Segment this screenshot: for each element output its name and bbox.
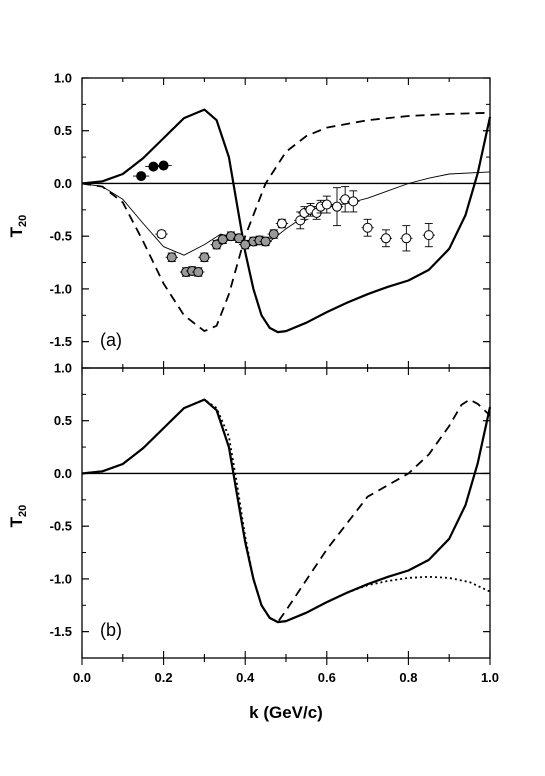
y-axis-title-main: T	[7, 516, 26, 527]
y-tick-label: 0.0	[54, 176, 72, 191]
data-point	[422, 223, 435, 248]
y-tick-label: 0.5	[54, 413, 72, 428]
series-layer	[81, 398, 492, 624]
data-point	[267, 229, 280, 240]
data-point	[361, 218, 374, 237]
marker-markers-open	[321, 199, 332, 210]
data-point	[155, 229, 168, 240]
data-point	[320, 195, 333, 214]
data-point	[155, 160, 172, 171]
panel-b: 1.0 0.5 0.0 -0.5 -1.0 -1.5 0.0 0.2 0.4 0.6 0.8 1.0…	[7, 361, 499, 723]
marker-markers-open	[332, 201, 342, 212]
data-point	[198, 252, 211, 263]
data-point	[192, 267, 205, 278]
data-point	[145, 161, 162, 172]
x-tick-label: 0.0	[73, 670, 91, 685]
x-tick-label: 0.4	[236, 670, 255, 685]
marker-markers-gray	[193, 267, 204, 278]
data-point	[347, 190, 360, 213]
y-axis-title: T20	[7, 505, 29, 528]
y-tick-label: -0.5	[50, 229, 72, 244]
series-line-solid-thick	[81, 398, 492, 624]
y-tick-label: 0.5	[54, 123, 72, 138]
y-ticks: 1.0 0.5 0.0 -0.5 -1.0 -1.5	[50, 71, 490, 369]
y-tick-label: 1.0	[54, 71, 72, 86]
y-axis-title-main: T	[7, 226, 26, 237]
marker-markers-gray	[260, 236, 271, 247]
series-line-solid-thick	[81, 108, 492, 334]
marker-markers-gray	[225, 231, 236, 242]
y-tick-label: -1.0	[50, 571, 72, 586]
y-axis-title: T20	[7, 215, 29, 238]
y-tick-label: -1.5	[50, 334, 72, 349]
data-point	[247, 236, 260, 247]
plot-frame	[81, 367, 491, 659]
x-tick-label: 1.0	[481, 670, 499, 685]
x-axis-title: k (GeV/c)	[249, 703, 323, 722]
marker-markers-open	[276, 218, 287, 229]
data-point	[165, 252, 178, 263]
marker-markers-gray	[166, 252, 177, 263]
data-point	[275, 218, 289, 229]
y-tick-label: -1.5	[50, 624, 72, 639]
marker-markers-open	[156, 229, 167, 240]
panel-label: (a)	[100, 330, 122, 350]
data-point	[239, 239, 252, 250]
series-layer	[81, 108, 492, 334]
series-line-dashed	[81, 398, 491, 623]
marker-markers-open	[401, 233, 412, 244]
marker-markers-gray	[199, 252, 210, 263]
y-tick-label: -0.5	[50, 519, 72, 534]
data-point	[133, 171, 150, 182]
x-tick-label: 0.2	[155, 670, 173, 685]
marker-markers-open	[423, 230, 434, 241]
y-tick-label: -1.0	[50, 281, 72, 296]
data-point	[330, 187, 344, 227]
y-axis-title-subscript: 20	[17, 215, 29, 227]
x-ticks: 0.0 0.2 0.4 0.6 0.8 1.0	[73, 670, 499, 685]
series-line-dashed	[81, 111, 491, 333]
marker-markers-gray	[268, 229, 279, 240]
data-point	[216, 234, 229, 245]
panel-a: 1.0 0.5 0.0 -0.5 -1.0 -1.5 T20 (a)	[7, 71, 492, 369]
series-line-dotted	[81, 398, 491, 623]
data-point	[400, 225, 413, 252]
y-axis-title-subscript: 20	[17, 505, 29, 517]
panel-label: (b)	[100, 620, 122, 640]
y-ticks: 1.0 0.5 0.0 -0.5 -1.0 -1.5	[50, 361, 490, 659]
marker-markers-open	[340, 194, 351, 205]
marker-markers-open	[362, 222, 373, 233]
marker-markers-filled	[136, 171, 147, 182]
marker-markers-filled	[148, 161, 159, 172]
y-tick-label: 1.0	[54, 361, 72, 376]
marker-markers-open	[380, 233, 391, 244]
data-point	[259, 236, 272, 247]
data-point	[379, 229, 393, 248]
y-tick-label: 0.0	[54, 466, 72, 481]
marker-markers-filled	[158, 160, 169, 171]
marker-markers-open	[348, 196, 359, 207]
x-tick-label: 0.8	[399, 670, 417, 685]
x-tick-label: 0.6	[318, 670, 336, 685]
